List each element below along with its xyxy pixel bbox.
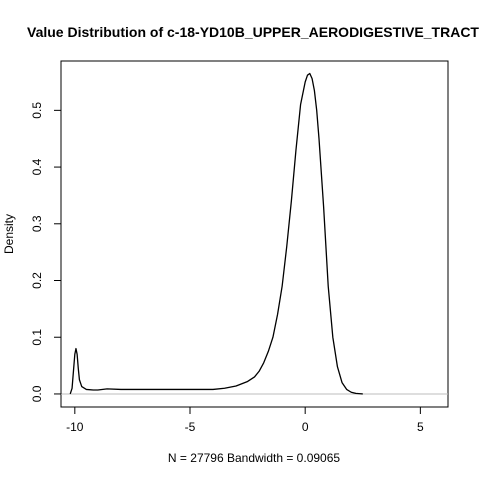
chart-title: Value Distribution of c-18-YD10B_UPPER_A… <box>27 24 479 40</box>
y-tick-label: 0.4 <box>30 158 44 175</box>
x-tick-label: -10 <box>66 420 84 434</box>
x-tick-label: 5 <box>417 420 424 434</box>
density-curve <box>69 72 363 395</box>
y-tick-label: 0.5 <box>30 102 44 119</box>
y-axis-label: Density <box>2 214 16 254</box>
y-axis: 0.0 0.1 0.2 0.3 0.4 0.5 <box>30 102 62 402</box>
y-tick-label: 0.2 <box>30 272 44 289</box>
y-tick-label: 0.1 <box>30 329 44 346</box>
x-tick-label: 0 <box>302 420 309 434</box>
x-tick-label: -5 <box>185 420 196 434</box>
y-tick-label: 0.3 <box>30 215 44 232</box>
plot-frame <box>60 60 449 408</box>
y-tick-label: 0.0 <box>30 385 44 402</box>
x-axis-label: N = 27796 Bandwidth = 0.09065 <box>168 451 340 465</box>
x-axis: -10 -5 0 5 <box>66 406 424 434</box>
